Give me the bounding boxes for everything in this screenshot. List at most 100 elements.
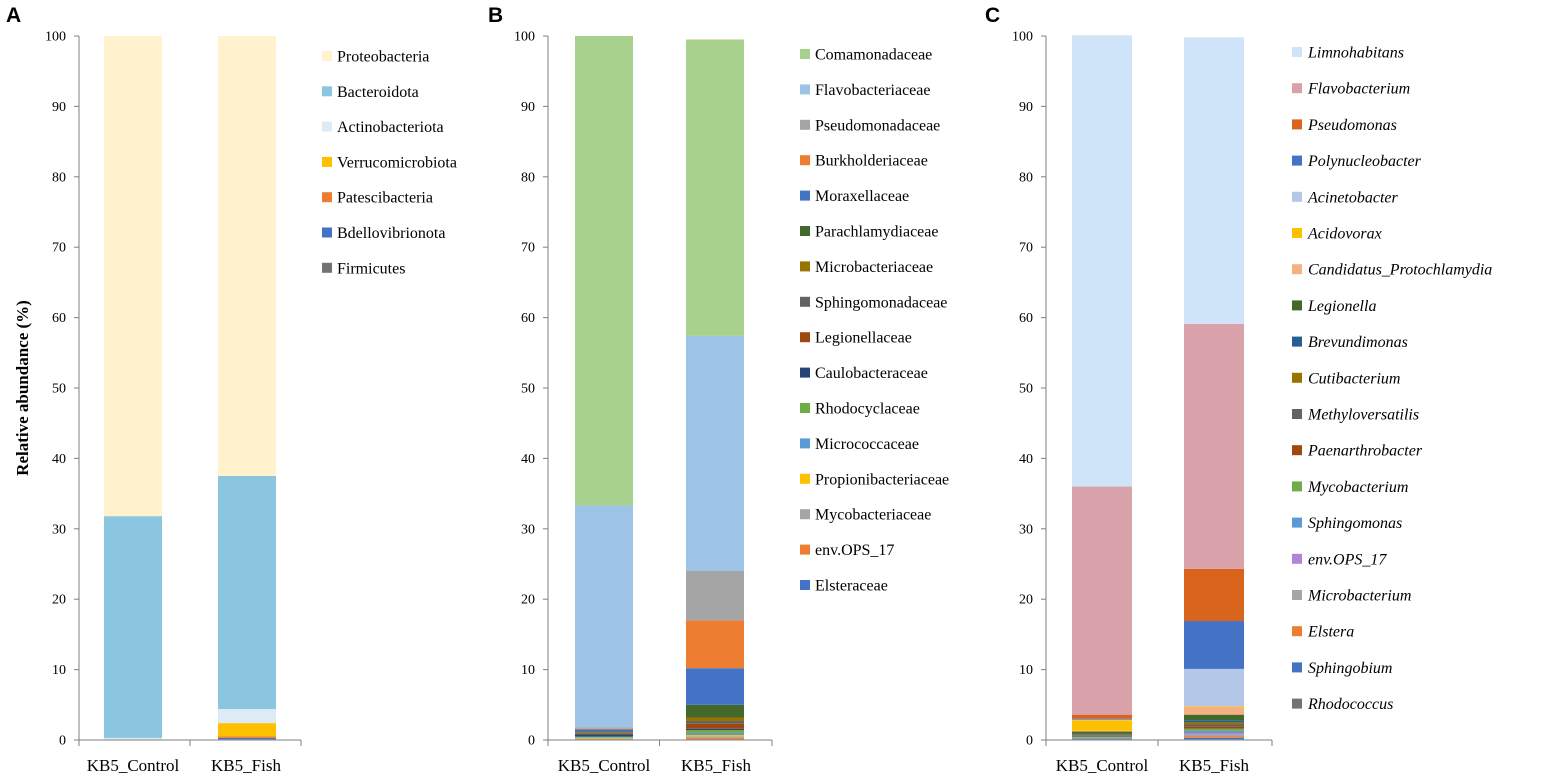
panel-b-bar-segment-kb5-control-flavobacteriaceae xyxy=(575,505,633,728)
panel-c-chart: C 0 10 20 30 40 50 60 70 80 90 100 KB5_Control KB5_Fi… xyxy=(985,4,1492,775)
panel-a-y-tick-label-80: 80 xyxy=(52,170,66,185)
panel-b-bar-segment-kb5-control-comamonadaceae xyxy=(575,36,633,506)
panel-c-legend-swatch-flavobacterium xyxy=(1292,83,1302,94)
panel-b-bar-segment-kb5-fish-comamonadaceae xyxy=(686,39,744,336)
panel-c-legend-swatch-legionella xyxy=(1292,300,1302,311)
panel-b-bar-segment-kb5-control-micrococcaceae xyxy=(575,737,633,738)
panel-c-legend-label-sphingobium: Sphingobium xyxy=(1308,660,1392,677)
panel-c-bar-segment-kb5-fish-sphingobium xyxy=(1184,737,1244,740)
panel-c-legend-label-microbacterium: Microbacterium xyxy=(1307,588,1411,605)
panel-c-y-tick-label-80: 80 xyxy=(1019,170,1033,185)
panel-b-bar-segment-kb5-fish-propionibacteriaceae xyxy=(686,735,744,737)
panel-c-bar-segment-kb5-control-flavobacterium xyxy=(1072,486,1132,715)
panel-c-bar-segment-kb5-control-polynucleobacter xyxy=(1072,718,1132,720)
panel-a-x-label-kb5-control: KB5_Control xyxy=(87,756,180,775)
panel-c-legend-swatch-methyloversatilis xyxy=(1292,409,1302,419)
panel-c-letter: C xyxy=(985,4,1000,27)
panel-b-legend-label-burkholderiaceae: Burkholderiaceae xyxy=(815,153,928,170)
panel-c-legend-label-cutibacterium: Cutibacterium xyxy=(1308,370,1400,387)
panel-c-legend-label-pseudomonas: Pseudomonas xyxy=(1307,117,1397,134)
panel-a-bar-segment-kb5-control-proteobacteria xyxy=(104,36,162,517)
panel-b-legend-label-flavobacteriaceae: Flavobacteriaceae xyxy=(815,82,930,99)
panel-c-legend-swatch-sphingobium xyxy=(1292,662,1302,673)
panel-c-legend-swatch-mycobacterium xyxy=(1292,481,1302,492)
panel-c-bar-segment-kb5-fish-microbacterium xyxy=(1184,734,1244,737)
panel-b-y-tick-label-80: 80 xyxy=(521,170,535,185)
panel-b-legend-label-legionellaceae: Legionellaceae xyxy=(815,330,912,347)
panel-b-legend-label-pseudomonadaceae: Pseudomonadaceae xyxy=(815,117,940,134)
panel-b-bar-segment-kb5-fish-burkholderiaceae xyxy=(686,620,744,669)
panel-a-y-tick-label-90: 90 xyxy=(52,100,66,115)
panel-c-bar-segment-kb5-control-brevundimonas xyxy=(1072,733,1132,735)
panel-a-legend-swatch-proteobacteria xyxy=(322,51,332,61)
panel-a-bar-segment-kb5-control-actinobacteriota xyxy=(104,737,162,740)
panel-b-legend-label-micrococcaceae: Micrococcaceae xyxy=(815,436,919,453)
panel-b-legend-label-sphingomonadaceae: Sphingomonadaceae xyxy=(815,294,947,311)
panel-b-bar-segment-kb5-fish-mycobacteriaceae xyxy=(686,736,744,738)
panel-b-legend-label-comamonadaceae: Comamonadaceae xyxy=(815,47,932,64)
panel-c-legend-label-env-ops-17: env.OPS_17 xyxy=(1308,551,1387,568)
panel-c-legend-swatch-candidatus-protochlamydia xyxy=(1292,264,1302,275)
panel-b-bar-segment-kb5-fish-moraxellaceae xyxy=(686,668,744,705)
panel-c-bar-segment-kb5-fish-sphingomonas xyxy=(1184,730,1244,733)
panel-b-legend-swatch-mycobacteriaceae xyxy=(800,509,810,520)
panel-c-bar-segment-kb5-fish-acidovorax xyxy=(1184,706,1244,707)
panel-c-legend-label-paenarthrobacter: Paenarthrobacter xyxy=(1307,443,1423,460)
panel-c-bar-segment-kb5-control-microbacterium xyxy=(1072,737,1132,739)
panel-b-legend-swatch-microbacteriaceae xyxy=(800,261,810,272)
panel-c-legend-swatch-brevundimonas xyxy=(1292,336,1302,347)
panel-c-legend-label-sphingomonas: Sphingomonas xyxy=(1308,515,1402,532)
panel-b-bar-segment-kb5-fish-flavobacteriaceae xyxy=(686,335,744,572)
panel-a-legend-label-bdellovibrionota: Bdellovibrionota xyxy=(337,225,445,242)
panel-a-legend-swatch-verrucomicrobiota xyxy=(322,156,332,167)
panel-a-legend-swatch-bacteroidota xyxy=(322,86,332,97)
panel-a-legend-label-actinobacteriota: Actinobacteriota xyxy=(337,119,444,136)
panel-b-legend-swatch-pseudomonadaceae xyxy=(800,119,810,130)
panel-a-y-tick-label-10: 10 xyxy=(52,663,66,678)
panel-c-legend-label-brevundimonas: Brevundimonas xyxy=(1308,334,1408,351)
panel-c-bar-segment-kb5-fish-candidatus-protochlamydia xyxy=(1184,706,1244,715)
panel-a-legend: Proteobacteria Bacteroidota Actinobacterio… xyxy=(322,49,457,277)
panel-b-x-label-kb5-fish: KB5_Fish xyxy=(681,756,751,775)
panel-b-x-label-kb5-control: KB5_Control xyxy=(558,756,651,775)
panel-c-bar-segment-kb5-fish-flavobacterium xyxy=(1184,323,1244,569)
panel-c-legend-label-legionella: Legionella xyxy=(1307,298,1376,315)
panel-b-bar-segment-kb5-control-microbacteriaceae xyxy=(575,732,633,733)
panel-a-legend-swatch-actinobacteriota xyxy=(322,121,332,132)
panel-b-y-tick-label-100: 100 xyxy=(514,30,535,45)
panel-c-legend-label-candidatus-protochlamydia: Candidatus_Protochlamydia xyxy=(1308,262,1492,279)
panel-b-bar-segment-kb5-control-mycobacteriaceae xyxy=(575,738,633,740)
panel-a-y-tick-label-100: 100 xyxy=(45,30,66,45)
panel-b-legend-swatch-parachlamydiaceae xyxy=(800,226,810,236)
panel-a-legend-swatch-bdellovibrionota xyxy=(322,227,332,238)
panel-a-y-axis-label: Relative abundance (%) xyxy=(13,300,32,476)
panel-b-legend-swatch-rhodocyclaceae xyxy=(800,403,810,413)
panel-b-legend-label-propionibacteriaceae: Propionibacteriaceae xyxy=(815,471,949,488)
panel-b-y-tick-label-10: 10 xyxy=(521,663,535,678)
panel-a-bar-segment-kb5-control-bacteroidota xyxy=(104,516,162,738)
panel-c-y-tick-label-60: 60 xyxy=(1019,311,1033,326)
panel-b-y-tick-label-40: 40 xyxy=(521,452,535,467)
panel-c-bar-segment-kb5-control-cutibacterium xyxy=(1072,734,1132,736)
panel-c-legend-swatch-acidovorax xyxy=(1292,228,1302,238)
panel-a-bar-segment-kb5-fish-bacteroidota xyxy=(218,476,276,710)
panel-c-legend-swatch-env-ops-17 xyxy=(1292,553,1302,564)
panel-a-letter: A xyxy=(6,4,21,27)
panel-b-legend-label-env-ops-17: env.OPS_17 xyxy=(815,542,894,559)
panel-c-bar-segment-kb5-fish-cutibacterium xyxy=(1184,722,1244,725)
panel-b-bar-segment-kb5-control-parachlamydiaceae xyxy=(575,731,633,733)
panel-c-legend-swatch-elstera xyxy=(1292,626,1302,637)
panel-c-legend-swatch-polynucleobacter xyxy=(1292,155,1302,166)
panel-b-y-tick-label-90: 90 xyxy=(521,100,535,115)
panel-c-legend-label-flavobacterium: Flavobacterium xyxy=(1307,81,1410,98)
panel-c-y-tick-label-0: 0 xyxy=(1026,734,1033,749)
panel-c-bar-segment-kb5-control-methyloversatilis xyxy=(1072,735,1132,736)
panel-b-legend-swatch-legionellaceae xyxy=(800,332,810,343)
panel-c-bar-segment-kb5-control-sphingomonas xyxy=(1072,737,1132,738)
panel-a-legend-label-proteobacteria: Proteobacteria xyxy=(337,49,429,66)
panel-b-bar-segment-kb5-fish-parachlamydiaceae xyxy=(686,704,744,718)
panel-a-y-tick-label-50: 50 xyxy=(52,382,66,397)
panel-b-legend-label-moraxellaceae: Moraxellaceae xyxy=(815,188,909,205)
panel-b-bar-segment-kb5-control-caulobacteraceae xyxy=(575,734,633,737)
panel-c-legend-label-methyloversatilis: Methyloversatilis xyxy=(1307,407,1419,424)
